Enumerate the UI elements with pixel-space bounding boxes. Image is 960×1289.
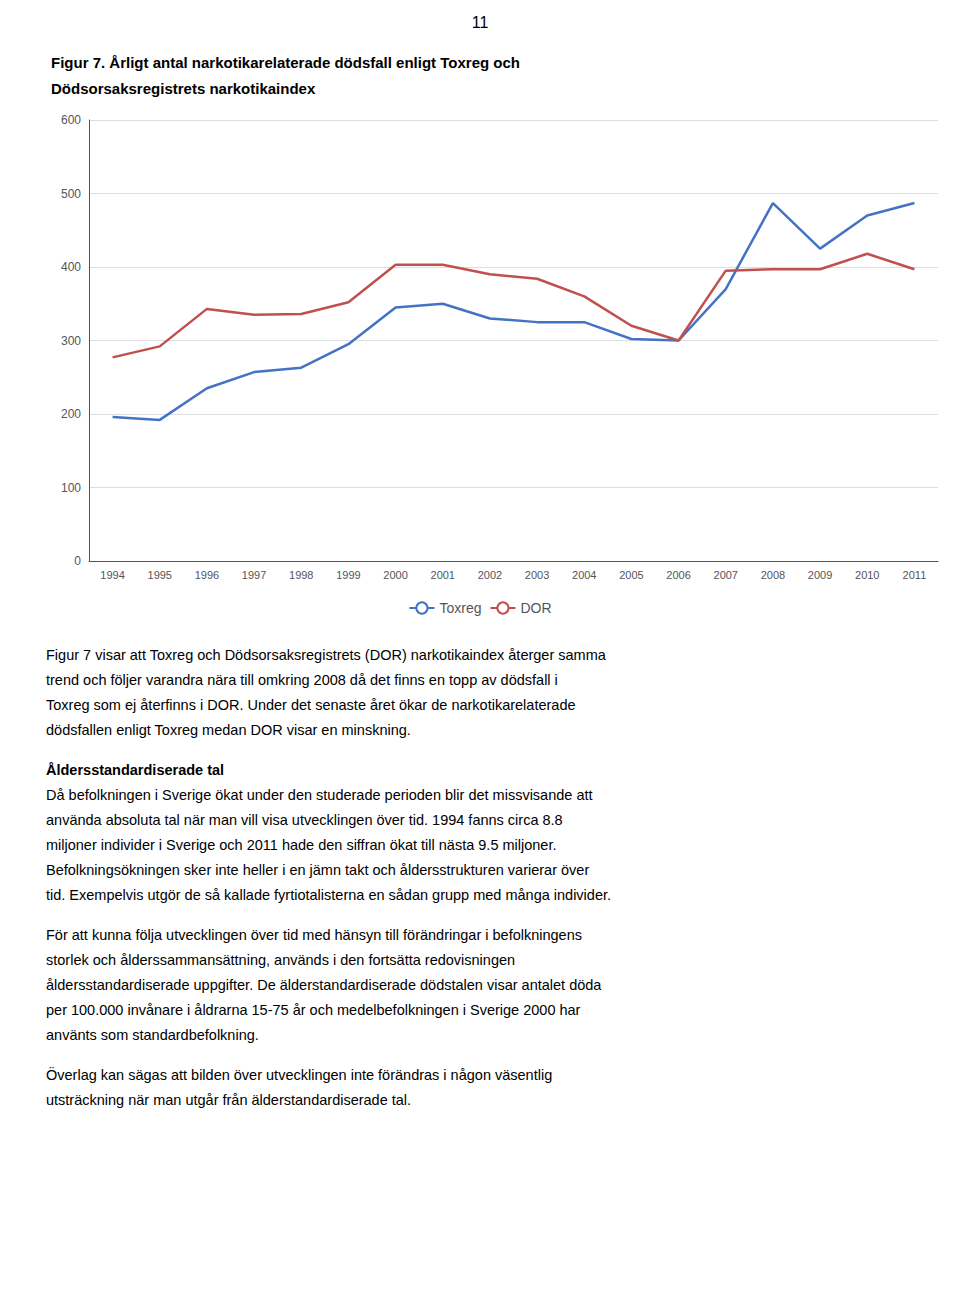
svg-text:2003: 2003 xyxy=(525,569,549,581)
svg-text:För att kunna följa utveckling: För att kunna följa utvecklingen över ti… xyxy=(46,927,582,943)
svg-text:1994: 1994 xyxy=(100,569,124,581)
svg-text:11: 11 xyxy=(472,14,489,31)
svg-text:100: 100 xyxy=(61,481,81,495)
svg-text:2007: 2007 xyxy=(714,569,738,581)
svg-text:Toxreg som ej återfinns i DOR.: Toxreg som ej återfinns i DOR. Under det… xyxy=(46,697,576,713)
svg-text:2006: 2006 xyxy=(666,569,690,581)
svg-text:2002: 2002 xyxy=(478,569,502,581)
svg-text:300: 300 xyxy=(61,334,81,348)
svg-text:Dödsorsaksregistrets narkotika: Dödsorsaksregistrets narkotikaindex xyxy=(51,80,316,97)
svg-text:Toxreg: Toxreg xyxy=(439,600,481,616)
svg-text:storlek och ålderssammansättni: storlek och ålderssammansättning, använd… xyxy=(46,952,515,968)
svg-text:1998: 1998 xyxy=(289,569,313,581)
svg-text:Figur 7 visar att Toxreg och D: Figur 7 visar att Toxreg och Dödsorsaksr… xyxy=(46,647,607,663)
svg-text:2000: 2000 xyxy=(383,569,407,581)
svg-text:Figur 7. Årligt antal narkotik: Figur 7. Årligt antal narkotikarelaterad… xyxy=(51,54,520,71)
svg-text:Befolkningsökningen sker inte: Befolkningsökningen sker inte heller i e… xyxy=(46,862,589,878)
svg-text:DOR: DOR xyxy=(520,600,551,616)
svg-text:1995: 1995 xyxy=(148,569,172,581)
svg-text:åldersstandardiserade uppgifte: åldersstandardiserade uppgifter. De älde… xyxy=(46,977,602,993)
svg-text:1999: 1999 xyxy=(336,569,360,581)
svg-text:använts som standardbefolkning: använts som standardbefolkning. xyxy=(46,1027,259,1043)
svg-text:2011: 2011 xyxy=(903,569,927,581)
svg-text:400: 400 xyxy=(61,260,81,274)
svg-text:Då befolkningen i Sverige ökat: Då befolkningen i Sverige ökat under den… xyxy=(46,787,593,803)
svg-text:2008: 2008 xyxy=(761,569,785,581)
svg-text:utsträckning när man utgår frå: utsträckning när man utgår från äldersta… xyxy=(46,1092,411,1108)
svg-text:2010: 2010 xyxy=(855,569,879,581)
svg-text:använda absoluta tal när man v: använda absoluta tal när man vill visa u… xyxy=(46,812,563,828)
svg-text:miljoner individer i Sverige o: miljoner individer i Sverige och 2011 ha… xyxy=(46,837,556,853)
svg-text:2005: 2005 xyxy=(619,569,643,581)
svg-text:600: 600 xyxy=(61,113,81,127)
svg-text:dödsfallen enligt Toxreg medan: dödsfallen enligt Toxreg medan DOR visar… xyxy=(46,722,411,738)
svg-text:tid. Exempelvis utgör de så ka: tid. Exempelvis utgör de så kallade fyrt… xyxy=(46,887,611,903)
svg-text:Överlag kan sägas att bilden ö: Överlag kan sägas att bilden över utveck… xyxy=(46,1066,552,1083)
svg-text:1997: 1997 xyxy=(242,569,266,581)
svg-text:1996: 1996 xyxy=(195,569,219,581)
svg-text:Åldersstandardiserade tal: Åldersstandardiserade tal xyxy=(46,762,224,778)
svg-text:500: 500 xyxy=(61,187,81,201)
svg-text:2004: 2004 xyxy=(572,569,596,581)
svg-text:2001: 2001 xyxy=(431,569,455,581)
svg-text:0: 0 xyxy=(74,554,81,568)
svg-text:trend och följer varandra nära: trend och följer varandra nära till omkr… xyxy=(46,672,558,688)
svg-text:2009: 2009 xyxy=(808,569,832,581)
svg-text:200: 200 xyxy=(61,407,81,421)
svg-text:per 100.000 invånare i åldrarn: per 100.000 invånare i åldrarna 15-75 år… xyxy=(46,1002,581,1018)
